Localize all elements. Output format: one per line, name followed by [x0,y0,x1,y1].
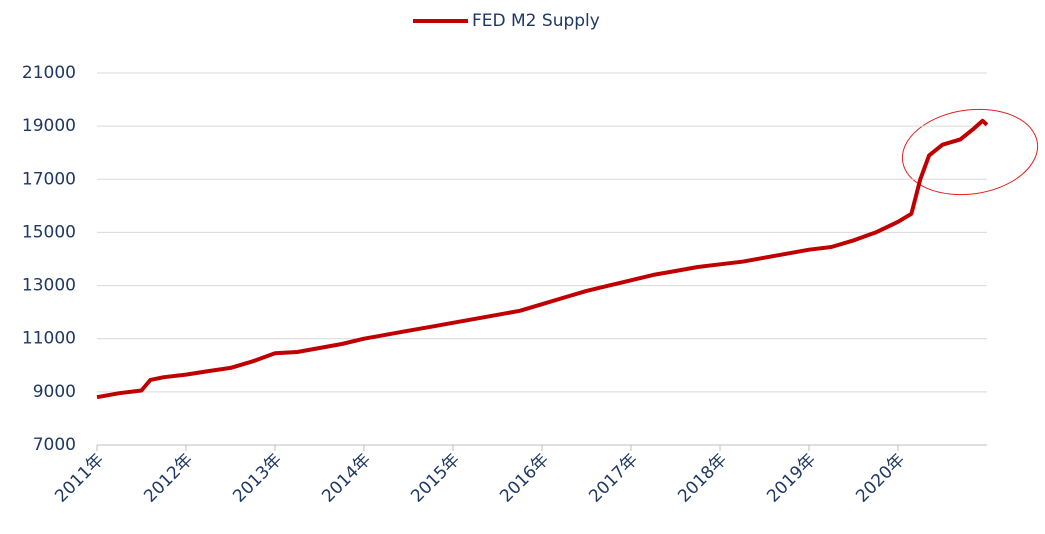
x-tick-label: 2016年 [496,450,553,507]
line [96,118,989,400]
highlight-circle [901,108,1039,196]
x-tick-label: 2011年 [51,450,108,507]
x-tick-label: 2020年 [852,450,909,507]
legend-label: FED M2 Supply [472,11,600,31]
x-tick-label: 2019年 [763,450,820,507]
y-tick-label: 15000 [22,222,76,242]
x-tick-label: 2013年 [229,450,286,507]
y-tick-label: 13000 [22,276,76,296]
y-tick-label: 11000 [22,329,76,349]
x-tick-label: 2014年 [318,450,375,507]
y-tick-label: 19000 [22,116,76,136]
x-tick-label: 2012年 [140,450,197,507]
y-tick-label: 9000 [33,382,76,402]
x-tick-label: 2018年 [674,450,731,507]
x-tick-label: 2017年 [585,450,642,507]
y-tick-label: 17000 [22,169,76,189]
y-tick-label: 21000 [22,63,76,83]
y-tick-label: 7000 [33,435,76,455]
x-tick-label: 2015年 [407,450,464,507]
